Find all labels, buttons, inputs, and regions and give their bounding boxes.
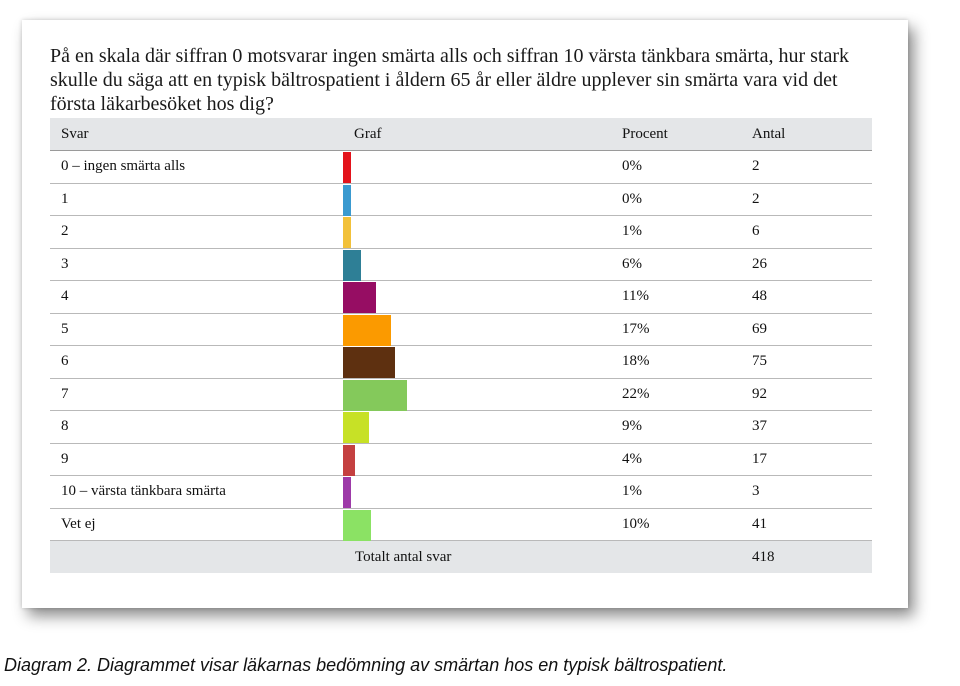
bar xyxy=(343,509,371,541)
header-procent: Procent xyxy=(622,125,668,142)
table-row: 7 22% 92 xyxy=(50,379,872,411)
row-count: 6 xyxy=(752,223,760,240)
bar xyxy=(343,152,351,183)
row-count: 17 xyxy=(752,450,767,467)
row-count: 92 xyxy=(752,385,767,402)
total-count: 418 xyxy=(752,548,775,565)
row-label: 7 xyxy=(61,385,69,402)
row-percent: 10% xyxy=(622,515,650,532)
table-row: 1 0% 2 xyxy=(50,184,872,216)
row-label: 1 xyxy=(61,190,69,207)
table-row: 6 18% 75 xyxy=(50,346,872,379)
row-percent: 6% xyxy=(622,255,642,272)
row-label: 5 xyxy=(61,320,69,337)
table-row: 2 1% 6 xyxy=(50,216,872,249)
table-row: 4 11% 48 xyxy=(50,281,872,314)
table-body: 0 – ingen smärta alls 0% 2 1 0% 2 2 1% 6 3 6% 26 4 11… xyxy=(50,151,872,541)
bar xyxy=(343,282,376,313)
bar xyxy=(343,347,395,378)
row-label: 2 xyxy=(61,223,69,240)
row-count: 26 xyxy=(752,255,767,272)
row-percent: 1% xyxy=(622,223,642,240)
row-count: 75 xyxy=(752,353,767,370)
row-count: 2 xyxy=(752,158,760,175)
total-label: Totalt antal svar xyxy=(355,548,452,565)
row-percent: 9% xyxy=(622,418,642,435)
table-row: 5 17% 69 xyxy=(50,314,872,346)
bar xyxy=(343,477,351,508)
header-antal: Antal xyxy=(752,125,786,142)
row-count: 69 xyxy=(752,320,767,337)
row-label: 0 – ingen smärta alls xyxy=(61,158,186,175)
header-svar: Svar xyxy=(61,125,89,142)
row-label: 8 xyxy=(61,418,69,435)
table-header-row: Svar Graf Procent Antal xyxy=(50,118,872,151)
row-percent: 17% xyxy=(622,320,650,337)
header-graf: Graf xyxy=(354,125,382,142)
bar xyxy=(343,249,361,281)
bar xyxy=(343,379,407,411)
table-row: 0 – ingen smärta alls 0% 2 xyxy=(50,151,872,184)
bar xyxy=(343,184,351,216)
row-count: 41 xyxy=(752,515,767,532)
row-label: 6 xyxy=(61,353,69,370)
row-count: 2 xyxy=(752,190,760,207)
bar xyxy=(343,217,351,248)
bar xyxy=(343,412,369,443)
row-label: 10 – värsta tänkbara smärta xyxy=(61,483,226,500)
bar xyxy=(343,444,355,476)
row-label: 4 xyxy=(61,288,69,305)
table-total-row: Totalt antal svar 418 xyxy=(50,541,872,573)
results-table: Svar Graf Procent Antal 0 – ingen smärta… xyxy=(50,118,872,573)
row-count: 48 xyxy=(752,288,767,305)
table-row: 10 – värsta tänkbara smärta 1% 3 xyxy=(50,476,872,509)
row-percent: 0% xyxy=(622,190,642,207)
survey-question: På en skala där siffran 0 motsvarar inge… xyxy=(50,45,849,115)
table-row: 9 4% 17 xyxy=(50,444,872,476)
row-percent: 18% xyxy=(622,353,650,370)
row-label: Vet ej xyxy=(61,515,96,532)
row-percent: 11% xyxy=(622,288,649,305)
row-percent: 0% xyxy=(622,158,642,175)
row-percent: 1% xyxy=(622,483,642,500)
table-row: 3 6% 26 xyxy=(50,249,872,281)
row-label: 3 xyxy=(61,255,69,272)
row-count: 3 xyxy=(752,483,760,500)
row-percent: 4% xyxy=(622,450,642,467)
row-percent: 22% xyxy=(622,385,650,402)
figure-caption: Diagram 2. Diagrammet visar läkarnas bed… xyxy=(4,655,728,675)
table-row: Vet ej 10% 41 xyxy=(50,509,872,541)
row-count: 37 xyxy=(752,418,767,435)
bar xyxy=(343,314,391,346)
row-label: 9 xyxy=(61,450,69,467)
table-row: 8 9% 37 xyxy=(50,411,872,444)
